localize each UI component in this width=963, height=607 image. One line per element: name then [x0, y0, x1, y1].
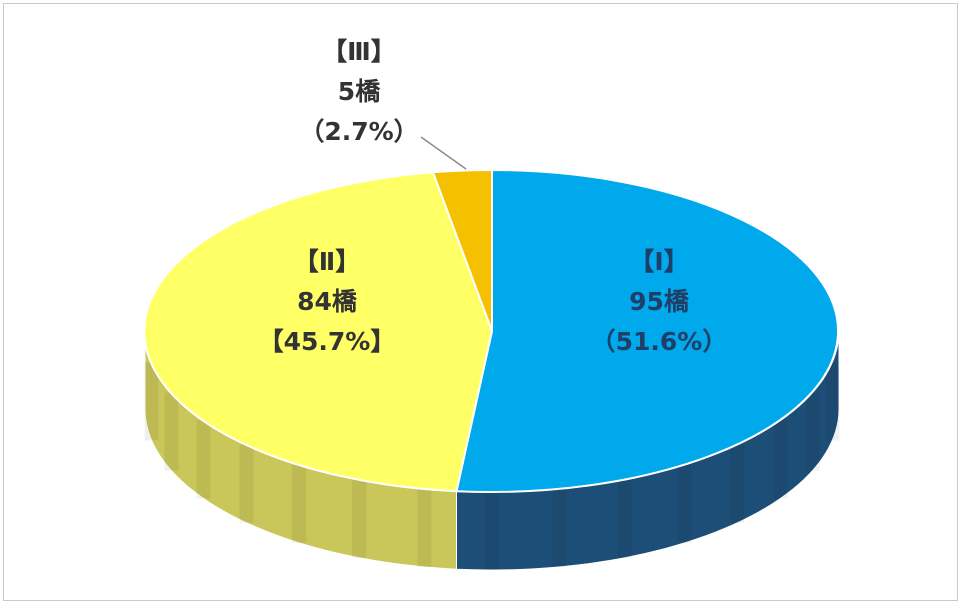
slice-3-value-label: 5橋	[338, 77, 381, 106]
chart-frame: 【Ⅰ】 95橋 （51.6%） 【Ⅱ】 84橋 【45.7%】 【Ⅲ】 5橋 （…	[3, 3, 958, 601]
slice-3-category-label: 【Ⅲ】	[322, 37, 396, 66]
slice-1-label: 【Ⅰ】 95橋 （51.6%）	[591, 247, 728, 356]
slice-3-percent-label: （2.7%）	[299, 117, 418, 146]
pie-sides	[144, 330, 840, 571]
slice-3-label: 【Ⅲ】 5橋 （2.7%）	[299, 37, 418, 146]
pie-slices	[143, 168, 839, 493]
slice-1-value-label: 95橋	[629, 287, 690, 316]
slice-2-top	[143, 171, 494, 493]
slice-2-value-label: 84橋	[297, 287, 358, 316]
slice-2-category-label: 【Ⅱ】	[294, 247, 360, 276]
slice-1-top	[455, 168, 839, 493]
slice-3-top	[431, 168, 493, 332]
slice-2-percent-label: 【45.7%】	[259, 327, 396, 356]
slice-1-category-label: 【Ⅰ】	[629, 247, 688, 276]
slice-2-label: 【Ⅱ】 84橋 【45.7%】	[259, 247, 396, 356]
pie-chart: 【Ⅰ】 95橋 （51.6%） 【Ⅱ】 84橋 【45.7%】 【Ⅲ】 5橋 （…	[143, 37, 840, 571]
slice-3-leader-line	[420, 136, 467, 170]
slice-1-percent-label: （51.6%）	[591, 327, 728, 356]
